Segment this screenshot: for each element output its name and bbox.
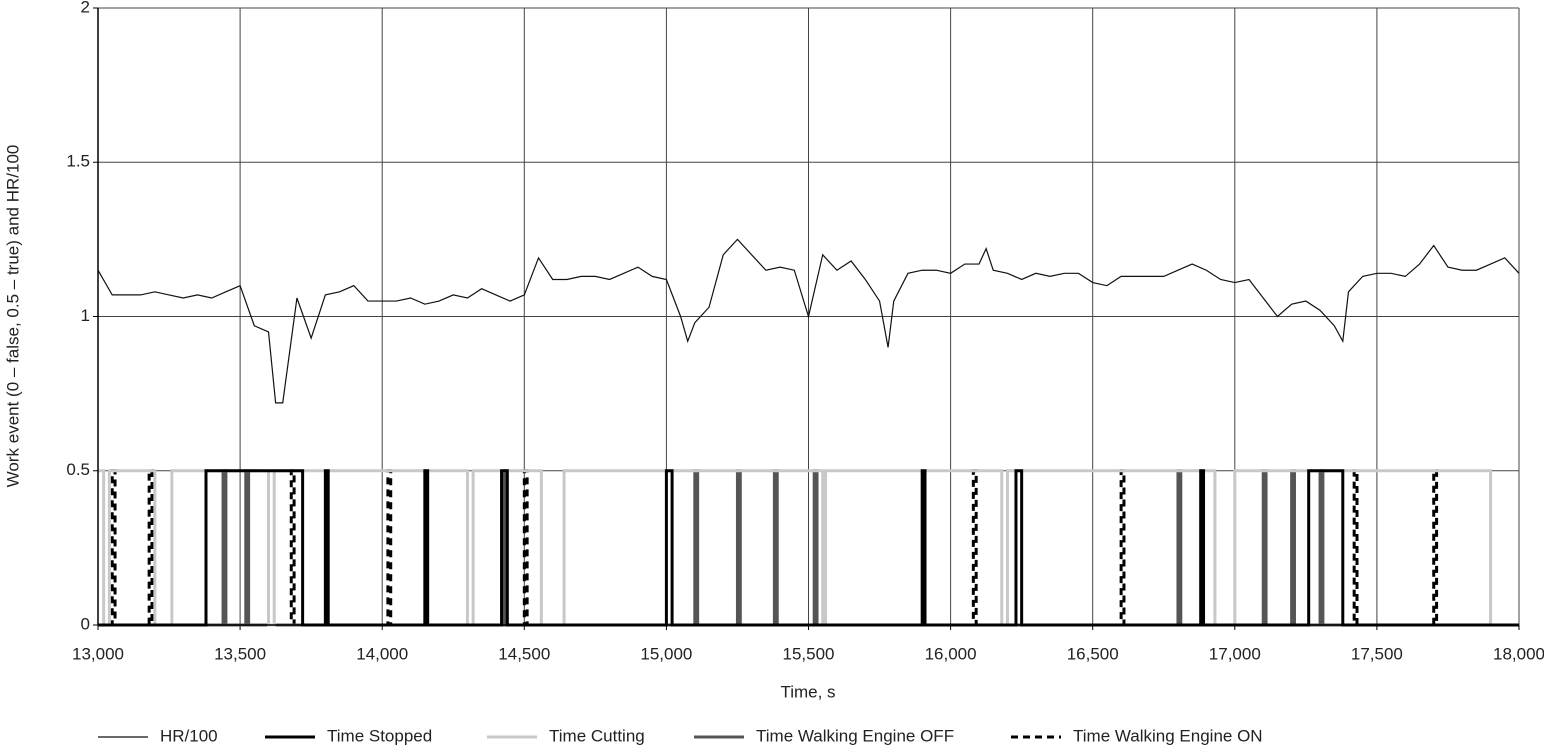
x-tick-label: 16,000 (925, 644, 977, 663)
y-tick-label: 0.5 (66, 460, 90, 479)
x-tick-label: 15,000 (640, 644, 692, 663)
y-tick-label: 0 (81, 614, 90, 633)
x-tick-label: 16,500 (1067, 644, 1119, 663)
legend-label: Time Stopped (327, 726, 432, 745)
x-tick-label: 13,000 (72, 644, 124, 663)
legend-label: Time Cutting (549, 726, 645, 745)
y-tick-label: 1 (81, 306, 90, 325)
series-line (98, 469, 1519, 627)
x-tick-label: 14,500 (498, 644, 550, 663)
legend-label: Time Walking Engine ON (1073, 726, 1263, 745)
y-tick-label: 1.5 (66, 152, 90, 171)
x-tick-label: 17,000 (1209, 644, 1261, 663)
x-tick-label: 14,000 (356, 644, 408, 663)
y-axis-label: Work event (0 – false, 0.5 – true) and H… (3, 145, 22, 488)
x-tick-label: 15,500 (783, 644, 835, 663)
series-line (98, 469, 1519, 627)
y-tick-label: 2 (81, 0, 90, 16)
x-tick-label: 13,500 (214, 644, 266, 663)
x-tick-label: 18,000 (1493, 644, 1544, 663)
series-line (97, 238, 1520, 404)
x-tick-label: 17,500 (1351, 644, 1403, 663)
x-axis-label: Time, s (780, 682, 835, 701)
legend-label: Time Walking Engine OFF (756, 726, 954, 745)
legend-label: HR/100 (160, 726, 218, 745)
